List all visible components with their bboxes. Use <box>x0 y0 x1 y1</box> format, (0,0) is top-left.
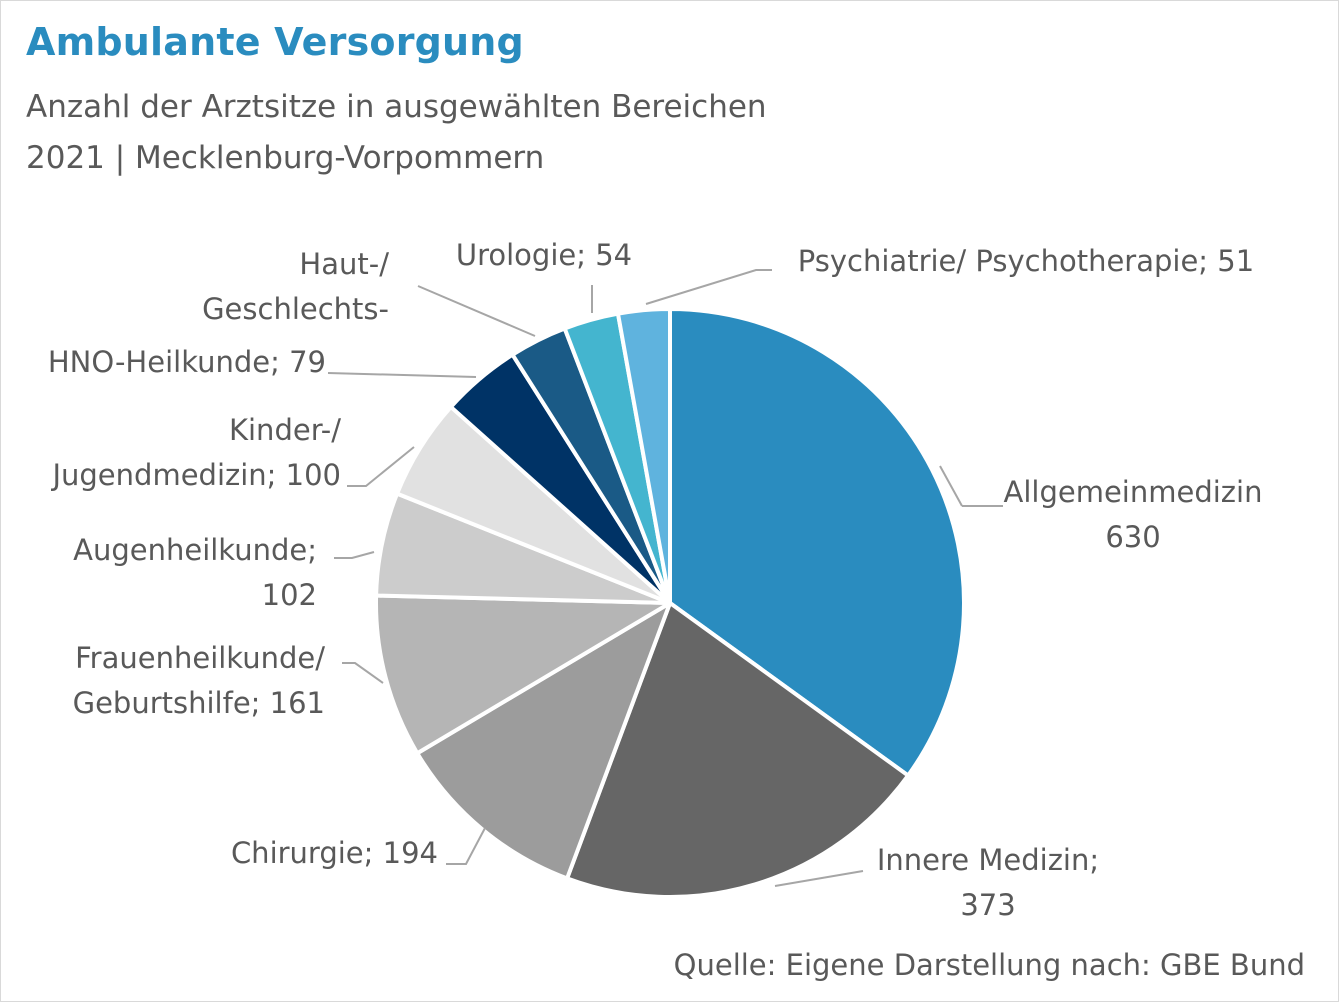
leader-line-frauenheilkunde-geburtshilfe <box>342 662 384 684</box>
data-label-line: Geschlechts- <box>202 292 389 326</box>
leader-lines <box>327 269 1003 887</box>
data-label-line: Frauenheilkunde/ <box>75 641 325 675</box>
data-label-line: HNO-Heilkunde; 79 <box>48 345 326 379</box>
data-labels: Allgemeinmedizin 630 Innere Medizin; 373 Chi… <box>48 238 1263 922</box>
data-label-hno-heilkunde: HNO-Heilkunde; 79 <box>48 345 326 379</box>
data-label-frauenheilkunde-geburtshilfe: Frauenheilkunde/Geburtshilfe; 161 <box>73 641 326 720</box>
data-label-line: Jugendmedizin; 100 <box>50 458 341 492</box>
data-label-allgemeinmedizin: Allgemeinmedizin 630 <box>1004 475 1263 554</box>
data-label-innere-medizin: Innere Medizin; 373 <box>877 843 1099 922</box>
leader-line-innere-medizin <box>774 870 864 887</box>
data-label-line: Innere Medizin; <box>877 843 1099 877</box>
pie-slice-psychiatrie-psychotherapie <box>615 307 672 605</box>
leader-line-psychiatrie-psychotherapie <box>645 269 772 305</box>
pie-slice-frauenheilkunde-geburtshilfe <box>374 593 672 756</box>
leader-line-hno-heilkunde <box>327 372 477 378</box>
data-label-line: Augenheilkunde; <box>73 533 317 567</box>
leader-line-chirurgie <box>446 827 486 865</box>
data-label-haut-geschlechts: Haut-/ Geschlechts- <box>202 247 389 326</box>
chart-subtitle: Anzahl der Arztsitze in ausgewählten Ber… <box>26 82 767 184</box>
data-label-kinder-jugendmedizin: Kinder-/ Jugendmedizin; 100 <box>50 413 341 492</box>
leader-line-augenheilkunde <box>334 551 375 559</box>
data-label-chirurgie: Chirurgie; 194 <box>231 836 438 870</box>
data-label-augenheilkunde: Augenheilkunde; 102 <box>73 533 317 612</box>
data-label-line: 102 <box>262 578 317 612</box>
pie-slice-innere-medizin <box>565 601 911 899</box>
chart-title: Ambulante Versorgung <box>26 20 524 64</box>
subtitle-line-2: 2021 | Mecklenburg-Vorpommern <box>26 140 545 176</box>
data-label-line: 630 <box>1105 520 1160 554</box>
data-label-line: Kinder-/ <box>229 413 341 447</box>
leader-line-haut-geschlechts <box>417 285 536 337</box>
pie-slices <box>374 307 966 899</box>
data-label-line: 373 <box>960 888 1015 922</box>
data-label-urologie: Urologie; 54 <box>456 238 632 272</box>
data-label-line: Psychiatrie/ Psychotherapie; 51 <box>798 244 1254 278</box>
leader-line-kinder-jugendmedizin <box>347 446 415 487</box>
data-label-line: Urologie; 54 <box>456 238 632 272</box>
leader-hook-allgemeinmedizin <box>939 465 963 507</box>
source-note: Quelle: Eigene Darstellung nach: GBE Bun… <box>673 948 1305 982</box>
subtitle-line-1: Anzahl der Arztsitze in ausgewählten Ber… <box>26 89 767 125</box>
data-label-psychiatrie-psychotherapie: Psychiatrie/ Psychotherapie; 51 <box>798 244 1254 278</box>
pie-slice-allgemeinmedizin <box>668 307 966 778</box>
pie-slice-chirurgie <box>415 601 672 881</box>
data-label-line: Geburtshilfe; 161 <box>73 686 325 720</box>
data-label-line: Chirurgie; 194 <box>231 836 438 870</box>
data-label-line: Allgemeinmedizin <box>1004 475 1263 509</box>
data-label-line: Haut-/ <box>299 247 389 281</box>
